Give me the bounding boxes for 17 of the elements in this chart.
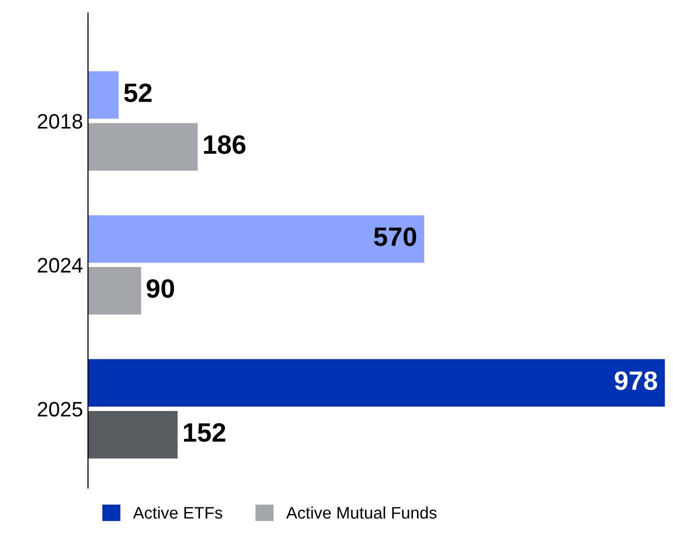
y-tick-label: 2025 xyxy=(38,402,82,417)
legend-label: Active Mutual Funds xyxy=(286,506,437,519)
bar xyxy=(88,410,178,458)
data-label: 90 xyxy=(146,279,174,298)
data-label: 152 xyxy=(184,423,226,442)
data-label: 570 xyxy=(374,227,416,246)
data-label: 978 xyxy=(614,371,658,390)
data-label: 52 xyxy=(124,83,152,102)
bar xyxy=(88,359,665,407)
y-tick-label: 2024 xyxy=(38,258,83,273)
bar xyxy=(88,215,424,263)
bar xyxy=(88,123,198,171)
legend-label: Active ETFs xyxy=(133,506,222,519)
bar xyxy=(88,71,119,119)
y-tick-label: 2018 xyxy=(38,114,82,129)
data-label: 186 xyxy=(204,135,246,154)
bar xyxy=(88,267,142,315)
